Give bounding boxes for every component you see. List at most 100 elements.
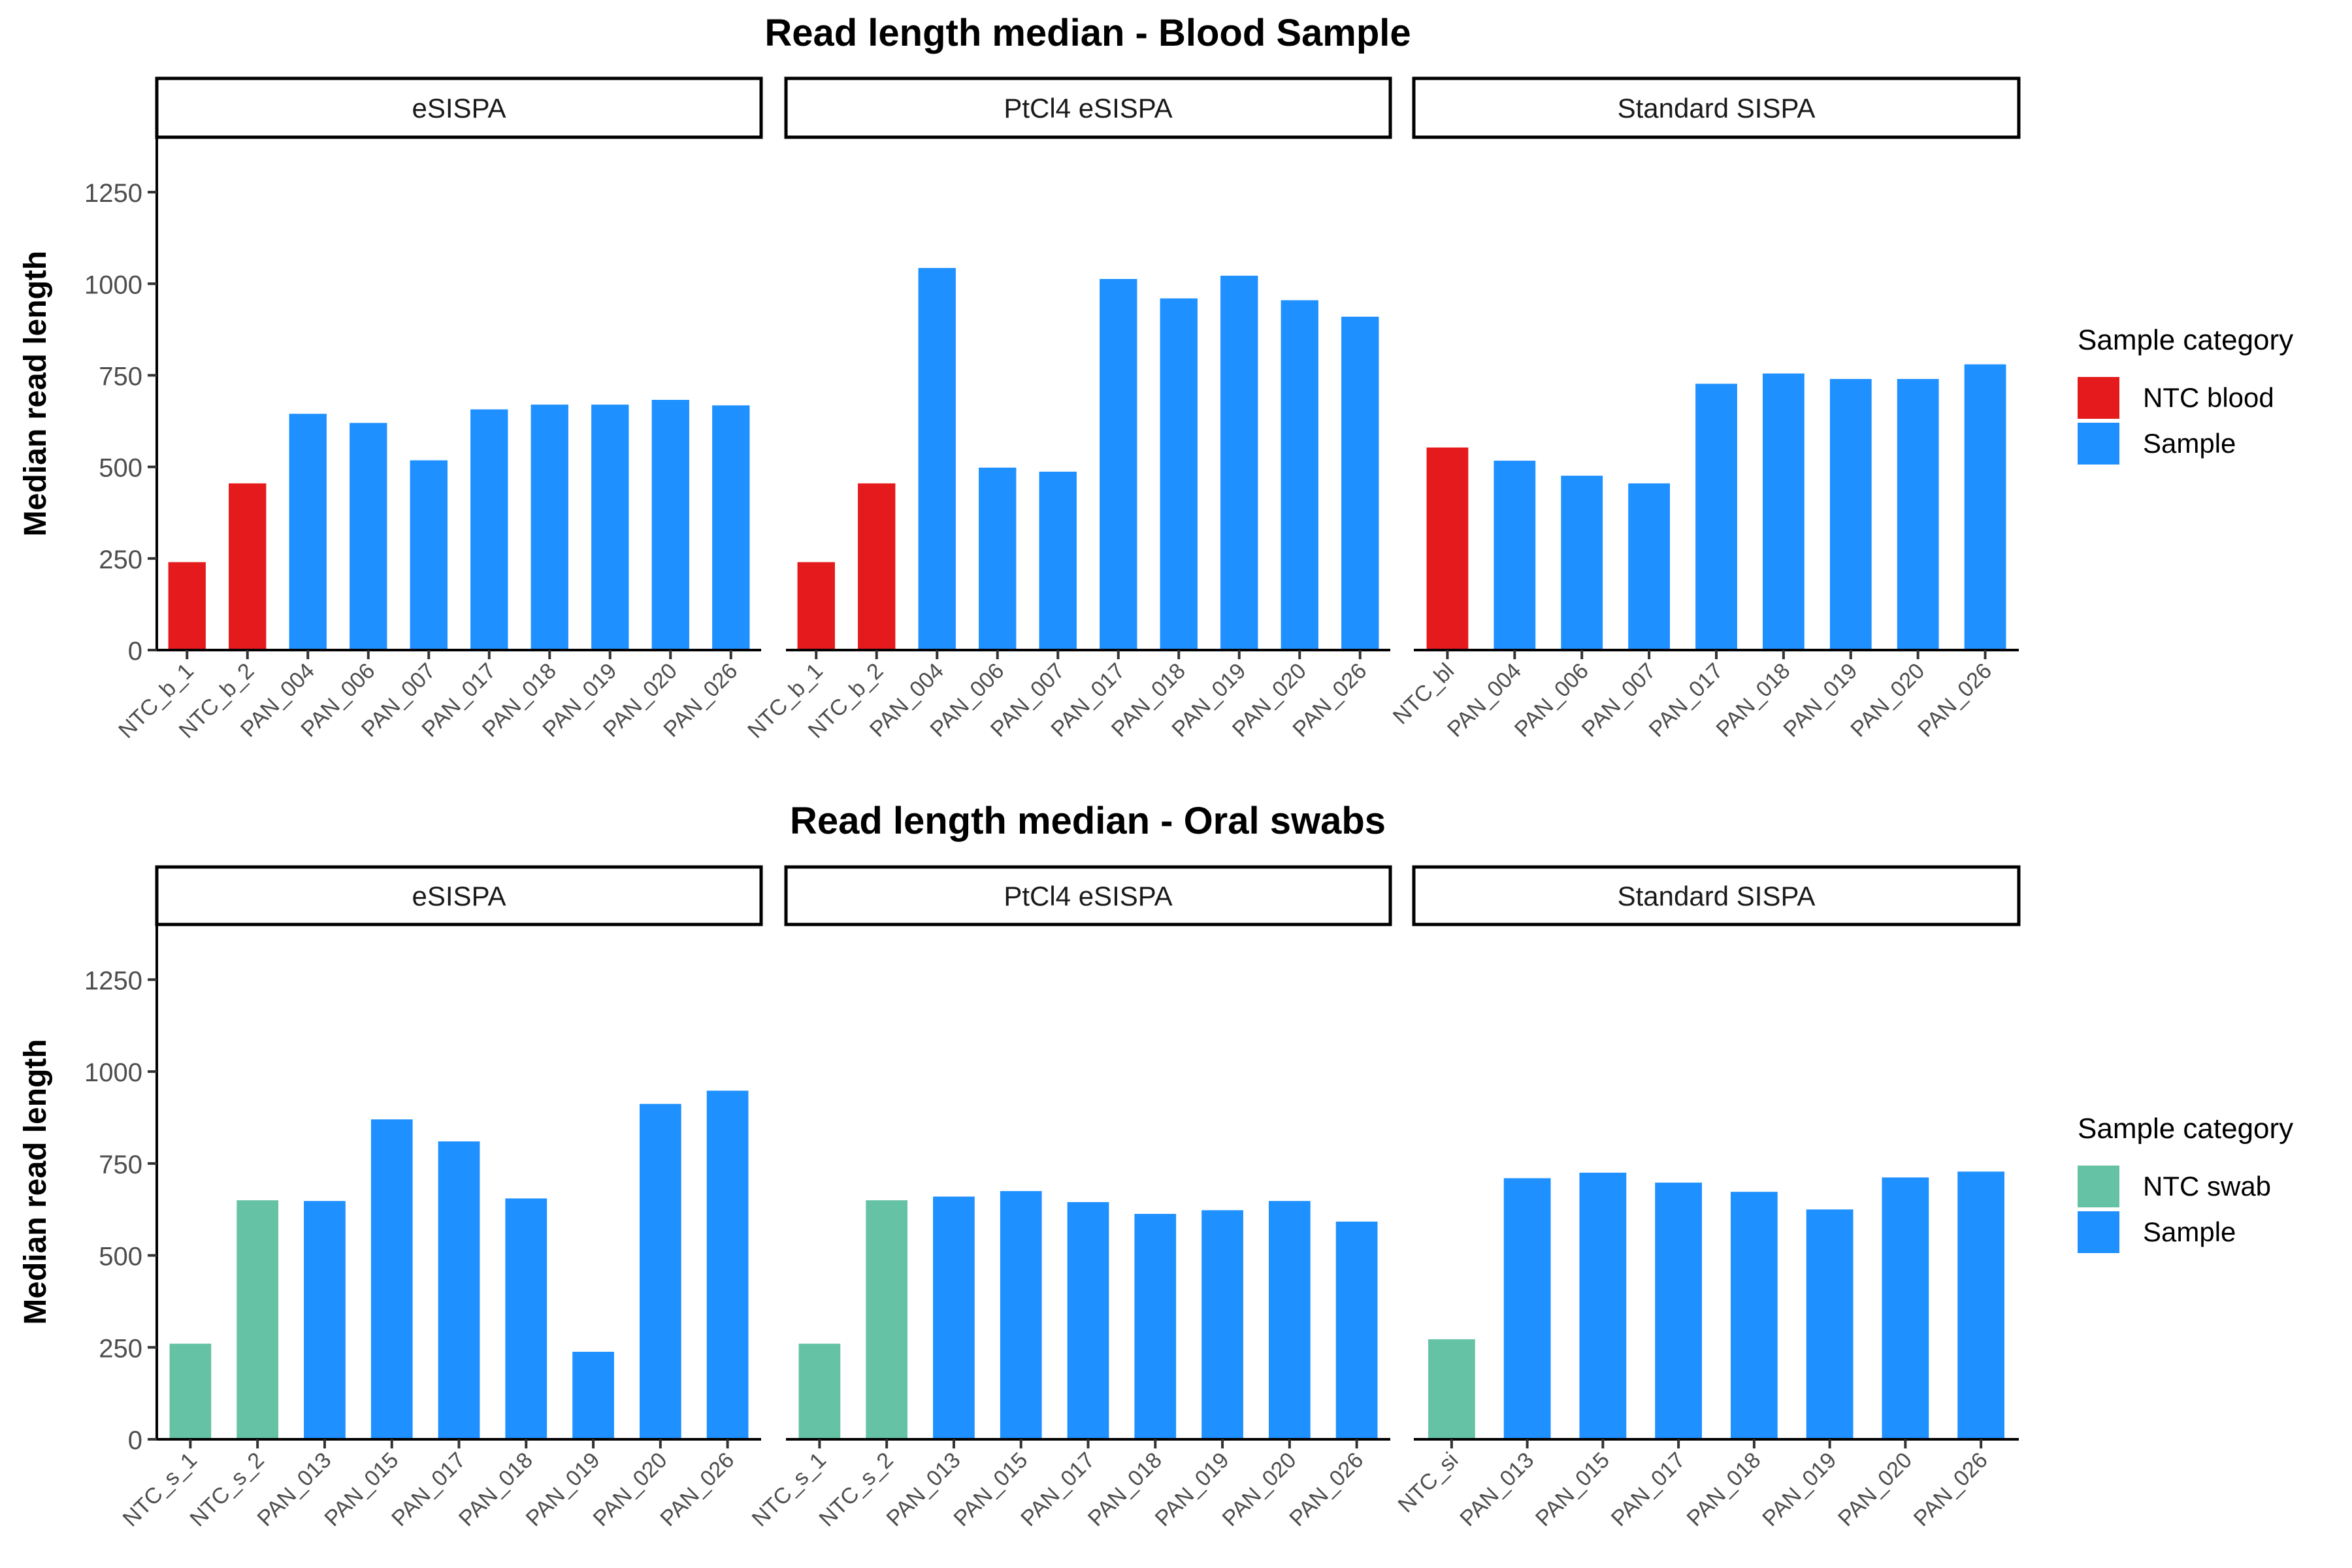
facet-strip <box>155 865 763 926</box>
bar <box>866 1200 908 1439</box>
bar <box>591 404 629 650</box>
y-tick-label: 0 <box>128 1426 142 1455</box>
legend: Sample category NTC blood Sample <box>2078 324 2293 465</box>
x-tick-label: NTC_s_2 <box>185 1448 269 1531</box>
bar <box>1561 476 1603 650</box>
x-tick-label: PAN_013 <box>882 1448 966 1531</box>
facet-strip-label: eSISPA <box>412 881 506 911</box>
y-tick-label: 1250 <box>84 179 142 208</box>
bar <box>798 1343 841 1439</box>
bar <box>1762 373 1805 650</box>
x-tick-label: PAN_013 <box>253 1448 336 1531</box>
bar <box>1100 278 1137 650</box>
legend-key <box>2078 377 2119 419</box>
facet-esispa: eSISPANTC_b_1NTC_b_2PAN_004PAN_006PAN_00… <box>114 76 763 743</box>
facet-strip <box>155 76 763 139</box>
facet-strip-label: Standard SISPA <box>1618 881 1816 911</box>
bar <box>1341 316 1379 650</box>
bar <box>1494 461 1536 650</box>
y-tick-label: 500 <box>99 1243 142 1271</box>
x-tick-label: PAN_020 <box>1217 1448 1301 1531</box>
bar <box>1655 1183 1703 1439</box>
facet-esispa: eSISPANTC_s_1NTC_s_2PAN_013PAN_015PAN_01… <box>118 865 763 1531</box>
bar <box>651 400 689 650</box>
bar <box>438 1141 480 1439</box>
x-tick-label: PAN_017 <box>1607 1448 1690 1531</box>
legend-key <box>2078 423 2119 465</box>
legend-label: Sample <box>2143 1217 2236 1247</box>
x-tick-label: PAN_004 <box>1443 659 1526 742</box>
facet-strip <box>1412 76 2021 139</box>
x-tick-label: PAN_019 <box>1778 659 1862 742</box>
bar <box>1579 1172 1627 1439</box>
x-tick-label: PAN_026 <box>655 1448 739 1531</box>
x-tick-label: PAN_020 <box>588 1448 672 1531</box>
facet-strip-label: PtCl4 eSISPA <box>1004 93 1172 123</box>
bar <box>1957 1171 2005 1439</box>
x-tick-label: PAN_026 <box>1913 659 1997 742</box>
bar <box>712 405 750 650</box>
bar <box>470 409 508 650</box>
bar <box>1268 1201 1311 1439</box>
y-tick-label: 0 <box>128 637 142 666</box>
bar <box>797 562 835 650</box>
bar <box>304 1201 346 1439</box>
bar <box>1503 1178 1551 1439</box>
bar <box>1039 471 1077 650</box>
bar <box>1829 379 1872 650</box>
legend-label: NTC blood <box>2143 382 2274 413</box>
bar <box>370 1119 413 1439</box>
bar <box>1628 483 1671 650</box>
x-tick-label: PAN_017 <box>1644 659 1728 742</box>
bar <box>933 1196 975 1439</box>
chart-title: Read length median - Oral swabs <box>790 800 1386 842</box>
legend-label: NTC swab <box>2143 1171 2271 1201</box>
y-axis-label: Median read length <box>18 1039 53 1324</box>
x-tick-label: PAN_020 <box>1846 659 1929 742</box>
x-tick-label: PAN_017 <box>387 1448 470 1531</box>
bar <box>858 483 896 650</box>
bar <box>1964 364 2006 650</box>
x-tick-label: PAN_015 <box>949 1448 1032 1531</box>
bar <box>1897 379 1939 650</box>
bar <box>918 268 956 650</box>
facet-strip-label: eSISPA <box>412 93 506 123</box>
facet-strip <box>784 865 1392 926</box>
y-tick-label: 500 <box>99 454 142 483</box>
bar <box>639 1103 681 1439</box>
facet-strip-label: Standard SISPA <box>1618 93 1816 123</box>
x-tick-label: PAN_018 <box>1682 1448 1766 1531</box>
x-tick-label: NTC_si <box>1394 1448 1463 1518</box>
bar <box>1426 447 1469 650</box>
bar <box>229 483 267 650</box>
x-tick-label: PAN_026 <box>1909 1448 1993 1531</box>
bar <box>1695 384 1737 650</box>
legend: Sample category NTC swab Sample <box>2078 1113 2293 1253</box>
bar <box>979 467 1017 650</box>
facet-standard-sispa: Standard SISPANTC_blPAN_004PAN_006PAN_00… <box>1388 76 2021 742</box>
bar <box>1201 1210 1243 1439</box>
x-tick-label: NTC_s_2 <box>814 1448 898 1531</box>
bar <box>1335 1221 1378 1439</box>
bar <box>1428 1339 1475 1439</box>
bar <box>1134 1213 1177 1439</box>
y-tick-label: 1250 <box>84 966 142 995</box>
x-tick-label: PAN_026 <box>1284 1448 1368 1531</box>
bar <box>169 1343 212 1439</box>
bar <box>1000 1191 1042 1439</box>
x-tick-label: PAN_007 <box>1577 659 1661 742</box>
bar <box>410 460 448 650</box>
bar <box>289 414 327 650</box>
bar <box>1281 300 1318 651</box>
bar <box>531 404 568 650</box>
x-tick-label: PAN_006 <box>1510 659 1593 742</box>
y-tick-label: 250 <box>99 1334 142 1363</box>
x-tick-label: PAN_015 <box>319 1448 403 1531</box>
legend-key <box>2078 1211 2119 1253</box>
x-tick-label: PAN_019 <box>1151 1448 1234 1531</box>
chart-title: Read length median - Blood Sample <box>764 12 1411 54</box>
facet-strip-label: PtCl4 eSISPA <box>1004 881 1172 911</box>
chart-oral: Read length median - Oral swabs Median re… <box>18 800 2293 1531</box>
y-tick-label: 1000 <box>84 1058 142 1087</box>
